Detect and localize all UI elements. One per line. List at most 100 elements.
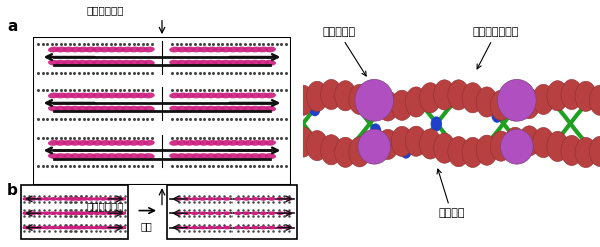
Ellipse shape — [49, 211, 57, 215]
Ellipse shape — [107, 106, 118, 112]
Ellipse shape — [100, 153, 110, 159]
Ellipse shape — [114, 140, 125, 146]
Ellipse shape — [206, 93, 217, 98]
Ellipse shape — [533, 127, 554, 158]
Text: トロポニン: トロポニン — [322, 27, 366, 76]
Ellipse shape — [250, 153, 262, 159]
Ellipse shape — [268, 197, 276, 201]
Ellipse shape — [74, 197, 82, 201]
Ellipse shape — [242, 60, 254, 66]
Ellipse shape — [265, 47, 276, 52]
Ellipse shape — [92, 93, 103, 98]
Ellipse shape — [56, 211, 64, 215]
Ellipse shape — [307, 81, 328, 111]
Ellipse shape — [36, 226, 44, 229]
Ellipse shape — [491, 108, 503, 123]
Ellipse shape — [176, 47, 188, 52]
Ellipse shape — [199, 60, 210, 66]
Ellipse shape — [118, 197, 126, 201]
Ellipse shape — [265, 140, 276, 146]
Ellipse shape — [55, 47, 67, 52]
Ellipse shape — [476, 135, 497, 165]
Ellipse shape — [143, 140, 155, 146]
Ellipse shape — [80, 226, 88, 229]
Ellipse shape — [100, 60, 110, 66]
Ellipse shape — [265, 106, 276, 112]
Ellipse shape — [184, 93, 195, 98]
Ellipse shape — [265, 153, 276, 159]
Ellipse shape — [191, 197, 199, 201]
Ellipse shape — [70, 106, 82, 112]
Ellipse shape — [184, 140, 195, 146]
Ellipse shape — [221, 93, 232, 98]
Ellipse shape — [106, 211, 113, 215]
Ellipse shape — [547, 131, 568, 162]
Ellipse shape — [400, 144, 412, 159]
Ellipse shape — [355, 79, 394, 121]
Ellipse shape — [136, 106, 148, 112]
Ellipse shape — [207, 226, 215, 229]
Ellipse shape — [62, 47, 74, 52]
Ellipse shape — [589, 136, 600, 166]
Bar — [21, 185, 128, 239]
Ellipse shape — [68, 197, 76, 201]
Ellipse shape — [56, 226, 64, 229]
Ellipse shape — [461, 88, 472, 103]
Ellipse shape — [43, 197, 50, 201]
Ellipse shape — [228, 47, 239, 52]
Ellipse shape — [575, 81, 596, 111]
Ellipse shape — [552, 131, 563, 146]
Ellipse shape — [228, 93, 239, 98]
Ellipse shape — [70, 211, 77, 215]
Ellipse shape — [55, 153, 67, 159]
Ellipse shape — [175, 226, 182, 229]
Ellipse shape — [77, 47, 89, 52]
Ellipse shape — [80, 197, 88, 201]
Ellipse shape — [85, 47, 96, 52]
Ellipse shape — [235, 106, 247, 112]
Ellipse shape — [62, 93, 74, 98]
Ellipse shape — [70, 47, 82, 52]
Ellipse shape — [251, 211, 259, 215]
Ellipse shape — [221, 47, 232, 52]
Text: ミオシン繊維: ミオシン繊維 — [86, 201, 124, 211]
Ellipse shape — [100, 140, 110, 146]
Ellipse shape — [234, 211, 242, 215]
Ellipse shape — [112, 197, 120, 201]
Ellipse shape — [29, 197, 37, 201]
Ellipse shape — [107, 93, 118, 98]
Ellipse shape — [49, 226, 57, 229]
Ellipse shape — [100, 106, 110, 112]
Text: アクチン繊維: アクチン繊維 — [86, 5, 124, 15]
Ellipse shape — [184, 47, 195, 52]
Ellipse shape — [377, 129, 398, 160]
Ellipse shape — [43, 211, 50, 215]
Text: アクチン: アクチン — [437, 169, 465, 218]
Ellipse shape — [77, 140, 89, 146]
Ellipse shape — [175, 211, 182, 215]
Ellipse shape — [259, 211, 267, 215]
Ellipse shape — [23, 211, 31, 215]
Ellipse shape — [199, 106, 210, 112]
Ellipse shape — [23, 226, 31, 229]
Ellipse shape — [497, 79, 536, 121]
Text: トロポミオシン: トロポミオシン — [473, 27, 519, 69]
Ellipse shape — [589, 85, 600, 115]
Ellipse shape — [68, 211, 76, 215]
Ellipse shape — [349, 84, 370, 115]
Ellipse shape — [48, 106, 59, 112]
Ellipse shape — [259, 197, 267, 201]
Ellipse shape — [448, 137, 469, 167]
Ellipse shape — [184, 106, 195, 112]
Ellipse shape — [277, 197, 284, 201]
Ellipse shape — [114, 153, 125, 159]
Ellipse shape — [121, 140, 133, 146]
Ellipse shape — [215, 226, 223, 229]
Ellipse shape — [62, 211, 71, 215]
Ellipse shape — [74, 211, 82, 215]
Ellipse shape — [221, 140, 232, 146]
Ellipse shape — [100, 47, 110, 52]
Ellipse shape — [235, 93, 247, 98]
Ellipse shape — [235, 153, 247, 159]
Ellipse shape — [29, 226, 37, 229]
